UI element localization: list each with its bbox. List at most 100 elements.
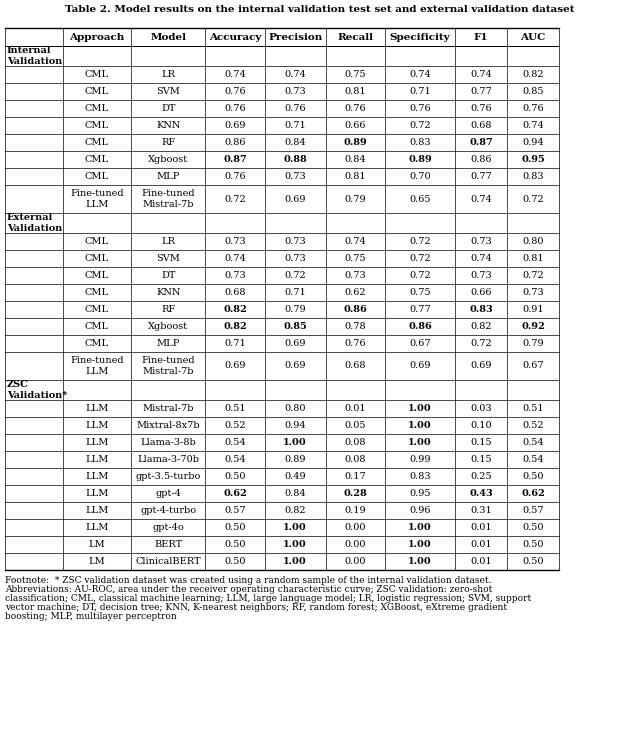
Text: 0.81: 0.81 (522, 254, 544, 263)
Text: CML: CML (85, 305, 109, 314)
Text: 0.80: 0.80 (284, 404, 306, 413)
Text: 0.72: 0.72 (410, 237, 431, 246)
Text: 0.54: 0.54 (522, 438, 544, 447)
Text: 0.76: 0.76 (224, 104, 246, 113)
Text: LR: LR (161, 70, 175, 79)
Text: DT: DT (161, 104, 175, 113)
Text: 0.54: 0.54 (224, 438, 246, 447)
Text: 0.10: 0.10 (470, 421, 492, 430)
Text: LLM: LLM (85, 523, 109, 532)
Text: 0.82: 0.82 (284, 506, 306, 515)
Text: 0.82: 0.82 (470, 322, 492, 331)
Text: 0.00: 0.00 (344, 523, 366, 532)
Text: F1: F1 (474, 32, 488, 42)
Text: 0.74: 0.74 (284, 70, 306, 79)
Text: 0.62: 0.62 (344, 288, 366, 297)
Text: 0.73: 0.73 (284, 172, 306, 181)
Text: CML: CML (85, 237, 109, 246)
Text: 0.73: 0.73 (284, 87, 306, 96)
Text: CML: CML (85, 70, 109, 79)
Text: 0.08: 0.08 (344, 455, 366, 464)
Text: CML: CML (85, 172, 109, 181)
Text: 0.15: 0.15 (470, 455, 492, 464)
Text: 0.50: 0.50 (522, 523, 544, 532)
Text: 0.85: 0.85 (284, 322, 307, 331)
Text: CML: CML (85, 121, 109, 130)
Text: 0.94: 0.94 (284, 421, 306, 430)
Text: Xgboost: Xgboost (148, 155, 188, 164)
Text: 0.08: 0.08 (344, 438, 366, 447)
Text: classification; CML, classical machine learning; LLM, large language model; LR, : classification; CML, classical machine l… (5, 594, 531, 603)
Text: 0.79: 0.79 (284, 305, 306, 314)
Text: 0.72: 0.72 (410, 254, 431, 263)
Text: Table 2. Model results on the internal validation test set and external validati: Table 2. Model results on the internal v… (65, 6, 575, 15)
Text: 0.92: 0.92 (521, 322, 545, 331)
Text: 0.50: 0.50 (224, 523, 246, 532)
Text: 0.28: 0.28 (344, 489, 367, 498)
Text: 0.74: 0.74 (224, 70, 246, 79)
Text: 0.50: 0.50 (522, 557, 544, 566)
Text: 0.79: 0.79 (344, 194, 366, 203)
Text: 0.72: 0.72 (522, 194, 544, 203)
Text: 0.87: 0.87 (469, 138, 493, 147)
Text: 0.67: 0.67 (410, 339, 431, 348)
Text: 0.15: 0.15 (470, 438, 492, 447)
Text: 0.73: 0.73 (284, 254, 306, 263)
Text: 0.00: 0.00 (344, 540, 366, 549)
Text: CML: CML (85, 138, 109, 147)
Text: 0.66: 0.66 (470, 288, 492, 297)
Text: gpt-4: gpt-4 (156, 489, 181, 498)
Text: BERT: BERT (154, 540, 182, 549)
Text: Approach: Approach (69, 32, 125, 42)
Text: CML: CML (85, 254, 109, 263)
Text: 0.89: 0.89 (408, 155, 432, 164)
Text: 1.00: 1.00 (284, 438, 307, 447)
Text: 0.91: 0.91 (522, 305, 544, 314)
Text: LM: LM (88, 557, 106, 566)
Text: LLM: LLM (85, 489, 109, 498)
Text: 0.50: 0.50 (522, 540, 544, 549)
Text: 0.01: 0.01 (344, 404, 366, 413)
Text: 0.01: 0.01 (470, 557, 492, 566)
Text: 0.82: 0.82 (223, 305, 247, 314)
Text: 0.73: 0.73 (284, 237, 306, 246)
Text: 0.86: 0.86 (470, 155, 492, 164)
Text: 0.72: 0.72 (224, 194, 246, 203)
Text: 0.80: 0.80 (522, 237, 544, 246)
Text: 0.73: 0.73 (344, 271, 366, 280)
Text: 0.84: 0.84 (284, 489, 306, 498)
Text: 0.51: 0.51 (224, 404, 246, 413)
Text: 0.68: 0.68 (344, 362, 366, 371)
Text: 0.74: 0.74 (410, 70, 431, 79)
Text: LLM: LLM (85, 472, 109, 481)
Text: 0.50: 0.50 (224, 472, 246, 481)
Text: 0.71: 0.71 (284, 288, 306, 297)
Text: 0.74: 0.74 (470, 194, 492, 203)
Text: 0.00: 0.00 (344, 557, 366, 566)
Text: 0.52: 0.52 (522, 421, 544, 430)
Text: 1.00: 1.00 (408, 540, 432, 549)
Text: Accuracy: Accuracy (209, 32, 261, 42)
Text: 0.83: 0.83 (469, 305, 493, 314)
Text: 0.62: 0.62 (521, 489, 545, 498)
Text: Mistral-7b: Mistral-7b (143, 404, 194, 413)
Text: Llama-3-70b: Llama-3-70b (137, 455, 199, 464)
Text: KNN: KNN (156, 121, 180, 130)
Text: 0.76: 0.76 (344, 104, 366, 113)
Text: 0.66: 0.66 (344, 121, 366, 130)
Text: 0.49: 0.49 (284, 472, 306, 481)
Text: RF: RF (161, 138, 175, 147)
Text: 0.70: 0.70 (410, 172, 431, 181)
Text: 0.57: 0.57 (224, 506, 246, 515)
Text: MLP: MLP (157, 172, 180, 181)
Text: 0.75: 0.75 (344, 254, 366, 263)
Text: 0.85: 0.85 (522, 87, 544, 96)
Text: 1.00: 1.00 (408, 404, 432, 413)
Text: KNN: KNN (156, 288, 180, 297)
Text: 0.81: 0.81 (344, 172, 366, 181)
Text: 0.77: 0.77 (470, 172, 492, 181)
Text: CML: CML (85, 87, 109, 96)
Text: 0.82: 0.82 (522, 70, 544, 79)
Text: Abbreviations: AU-ROC, area under the receiver operating characteristic curve; Z: Abbreviations: AU-ROC, area under the re… (5, 585, 492, 594)
Text: 0.71: 0.71 (410, 87, 431, 96)
